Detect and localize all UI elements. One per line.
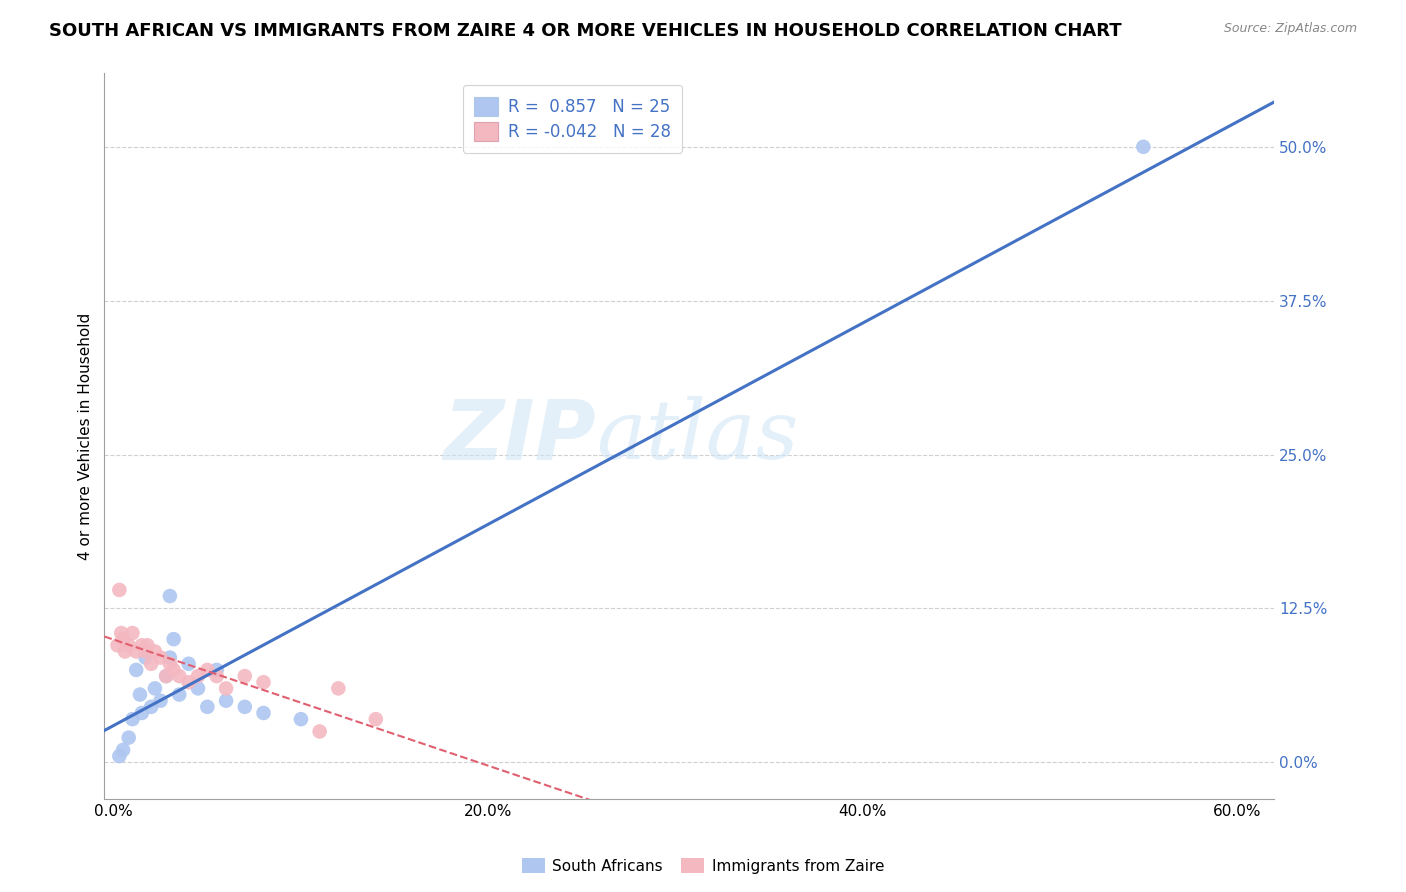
Point — [136, 638, 159, 652]
Point — [125, 663, 148, 677]
Point — [121, 712, 143, 726]
Point — [215, 694, 238, 708]
Point — [143, 681, 166, 696]
Legend: R =  0.857   N = 25, R = -0.042   N = 28: R = 0.857 N = 25, R = -0.042 N = 28 — [463, 85, 682, 153]
Text: atlas: atlas — [596, 396, 799, 476]
Point — [159, 657, 181, 671]
Point — [141, 657, 163, 671]
Point — [118, 731, 141, 745]
Point — [107, 638, 129, 652]
Point — [163, 663, 186, 677]
Point — [233, 669, 256, 683]
Point — [205, 663, 228, 677]
Point — [155, 669, 177, 683]
Point — [131, 638, 153, 652]
Point — [195, 699, 218, 714]
Point — [159, 589, 181, 603]
Point — [129, 688, 152, 702]
Point — [167, 688, 190, 702]
Point — [143, 644, 166, 658]
Point — [328, 681, 350, 696]
Point — [215, 681, 238, 696]
Point — [155, 669, 177, 683]
Point — [112, 743, 135, 757]
Point — [308, 724, 330, 739]
Point — [149, 650, 172, 665]
Text: SOUTH AFRICAN VS IMMIGRANTS FROM ZAIRE 4 OR MORE VEHICLES IN HOUSEHOLD CORRELATI: SOUTH AFRICAN VS IMMIGRANTS FROM ZAIRE 4… — [49, 22, 1122, 40]
Point — [112, 632, 135, 647]
Point — [163, 632, 186, 647]
Point — [159, 650, 181, 665]
Text: ZIP: ZIP — [443, 395, 596, 476]
Point — [177, 657, 200, 671]
Point — [187, 681, 209, 696]
Point — [252, 675, 274, 690]
Point — [121, 626, 143, 640]
Point — [125, 644, 148, 658]
Point — [131, 706, 153, 720]
Legend: South Africans, Immigrants from Zaire: South Africans, Immigrants from Zaire — [516, 852, 890, 880]
Point — [1132, 140, 1154, 154]
Point — [252, 706, 274, 720]
Text: Source: ZipAtlas.com: Source: ZipAtlas.com — [1223, 22, 1357, 36]
Point — [118, 638, 141, 652]
Point — [135, 650, 157, 665]
Point — [364, 712, 387, 726]
Y-axis label: 4 or more Vehicles in Household: 4 or more Vehicles in Household — [79, 312, 93, 559]
Point — [108, 749, 131, 764]
Point — [177, 675, 200, 690]
Point — [233, 699, 256, 714]
Point — [141, 699, 163, 714]
Point — [205, 669, 228, 683]
Point — [195, 663, 218, 677]
Point — [114, 644, 136, 658]
Point — [108, 582, 131, 597]
Point — [149, 694, 172, 708]
Point — [135, 644, 157, 658]
Point — [167, 669, 190, 683]
Point — [290, 712, 312, 726]
Point — [187, 669, 209, 683]
Point — [110, 626, 132, 640]
